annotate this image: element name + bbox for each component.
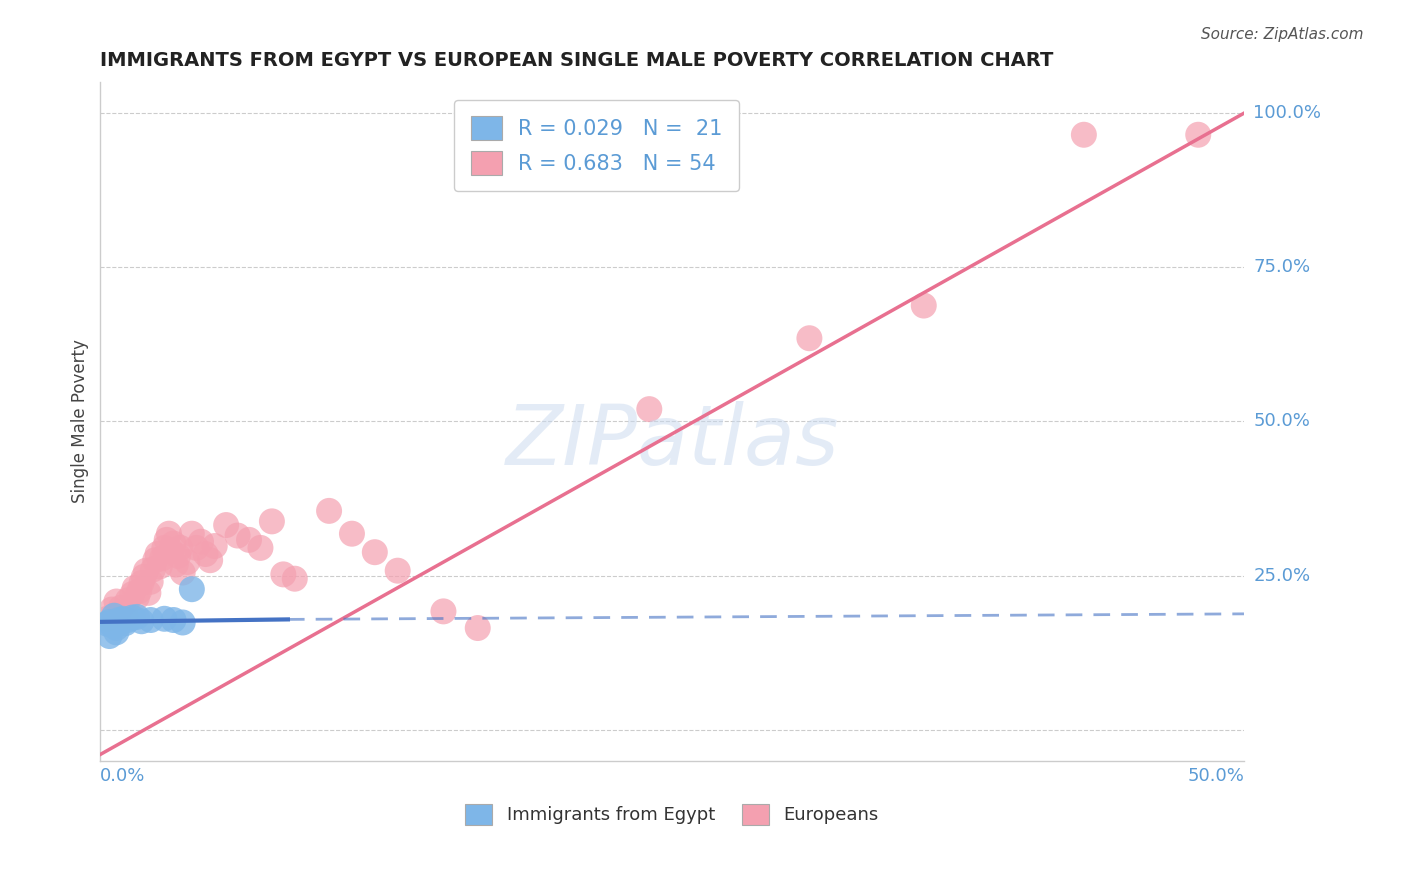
Point	[114, 616, 136, 631]
Point	[799, 331, 821, 345]
Text: IMMIGRANTS FROM EGYPT VS EUROPEAN SINGLE MALE POVERTY CORRELATION CHART: IMMIGRANTS FROM EGYPT VS EUROPEAN SINGLE…	[100, 51, 1053, 70]
Point	[169, 541, 191, 555]
Point	[273, 567, 295, 582]
Point	[318, 504, 340, 518]
Point	[249, 541, 271, 555]
Point	[156, 533, 179, 547]
Point	[142, 562, 165, 576]
Point	[105, 621, 128, 635]
Point	[132, 570, 155, 584]
Point	[107, 613, 129, 627]
Point	[149, 559, 172, 574]
Point	[135, 564, 157, 578]
Point	[364, 545, 387, 559]
Point	[167, 549, 190, 563]
Text: 50.0%: 50.0%	[1187, 767, 1244, 785]
Point	[139, 613, 162, 627]
Point	[121, 610, 143, 624]
Point	[467, 621, 489, 635]
Point	[186, 541, 208, 555]
Text: 75.0%: 75.0%	[1253, 259, 1310, 277]
Point	[110, 600, 132, 615]
Point	[105, 625, 128, 640]
Point	[172, 615, 194, 630]
Text: 50.0%: 50.0%	[1253, 412, 1310, 431]
Point	[98, 615, 121, 629]
Point	[198, 553, 221, 567]
Point	[117, 613, 139, 627]
Text: Source: ZipAtlas.com: Source: ZipAtlas.com	[1201, 27, 1364, 42]
Point	[153, 612, 176, 626]
Point	[194, 547, 217, 561]
Point	[146, 547, 169, 561]
Legend: Immigrants from Egypt, Europeans: Immigrants from Egypt, Europeans	[458, 797, 886, 832]
Point	[226, 528, 249, 542]
Point	[112, 612, 135, 626]
Point	[260, 514, 283, 528]
Point	[284, 572, 307, 586]
Point	[238, 533, 260, 547]
Point	[98, 629, 121, 643]
Point	[117, 593, 139, 607]
Point	[103, 608, 125, 623]
Point	[114, 608, 136, 623]
Point	[96, 616, 118, 631]
Text: ZIPatlas: ZIPatlas	[505, 401, 839, 483]
Point	[157, 526, 180, 541]
Point	[143, 553, 166, 567]
Text: 0.0%: 0.0%	[100, 767, 146, 785]
Point	[190, 534, 212, 549]
Point	[124, 581, 146, 595]
Point	[150, 551, 173, 566]
Y-axis label: Single Male Poverty: Single Male Poverty	[72, 340, 89, 503]
Point	[638, 402, 661, 417]
Text: 100.0%: 100.0%	[1253, 104, 1322, 122]
Point	[125, 610, 148, 624]
Point	[162, 613, 184, 627]
Point	[172, 566, 194, 580]
Point	[180, 526, 202, 541]
Point	[121, 587, 143, 601]
Point	[105, 594, 128, 608]
Point	[138, 586, 160, 600]
Point	[160, 544, 183, 558]
Point	[125, 591, 148, 605]
Point	[215, 518, 238, 533]
Point	[1073, 128, 1095, 142]
Point	[912, 299, 935, 313]
Point	[165, 558, 187, 572]
Point	[103, 619, 125, 633]
Point	[176, 555, 198, 569]
Point	[131, 614, 153, 628]
Point	[340, 526, 363, 541]
Point	[101, 618, 124, 632]
Point	[153, 541, 176, 555]
Point	[101, 602, 124, 616]
Point	[128, 584, 150, 599]
Point	[1187, 128, 1209, 142]
Point	[180, 582, 202, 597]
Point	[432, 604, 454, 618]
Point	[96, 612, 118, 626]
Point	[131, 576, 153, 591]
Point	[204, 539, 226, 553]
Point	[110, 614, 132, 628]
Point	[139, 574, 162, 589]
Text: 25.0%: 25.0%	[1253, 566, 1310, 584]
Point	[387, 564, 409, 578]
Point	[162, 536, 184, 550]
